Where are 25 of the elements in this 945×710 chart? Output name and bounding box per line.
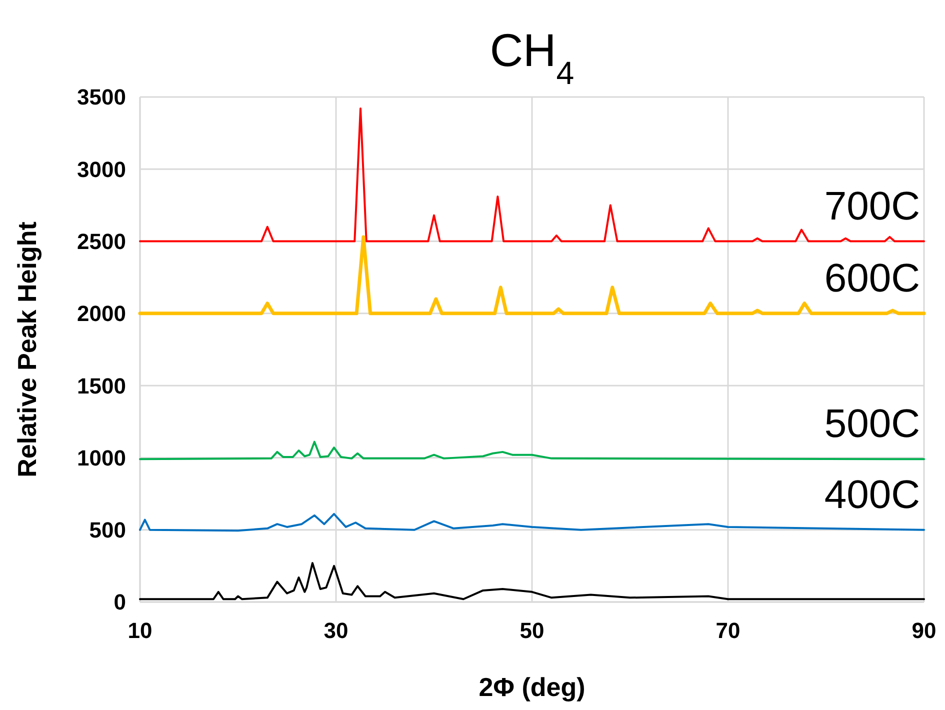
y-tick-label: 1000	[77, 445, 126, 470]
x-axis-title: 2Φ (deg)	[478, 672, 586, 702]
chart-title: CH$_{4}$	[490, 24, 574, 91]
line-series	[139, 108, 925, 242]
series-label: 600C	[824, 256, 920, 300]
line-series	[139, 440, 925, 460]
y-tick-label: 3000	[77, 156, 126, 182]
line-series	[139, 512, 925, 532]
y-tick-label: 2500	[77, 228, 126, 254]
x-tick-label: 30	[324, 618, 348, 643]
y-tick-label: 1500	[77, 373, 126, 398]
y-tick-label: 3500	[77, 84, 126, 110]
series-label: 700C	[824, 184, 920, 228]
series-label: 400C	[824, 472, 920, 517]
x-tick-label: 10	[128, 618, 152, 643]
x-tick-label: 90	[912, 618, 936, 643]
y-tick-label: 0	[114, 590, 126, 615]
y-axis-title: Relative Peak Height	[12, 221, 42, 478]
y-tick-label: 2000	[77, 301, 126, 326]
line-series	[138, 235, 926, 316]
x-tick-label: 70	[716, 618, 740, 643]
line-series	[139, 562, 925, 600]
x-tick-label: 50	[520, 618, 544, 643]
y-tick-label: 500	[89, 518, 126, 543]
series-label: 500C	[824, 402, 920, 446]
